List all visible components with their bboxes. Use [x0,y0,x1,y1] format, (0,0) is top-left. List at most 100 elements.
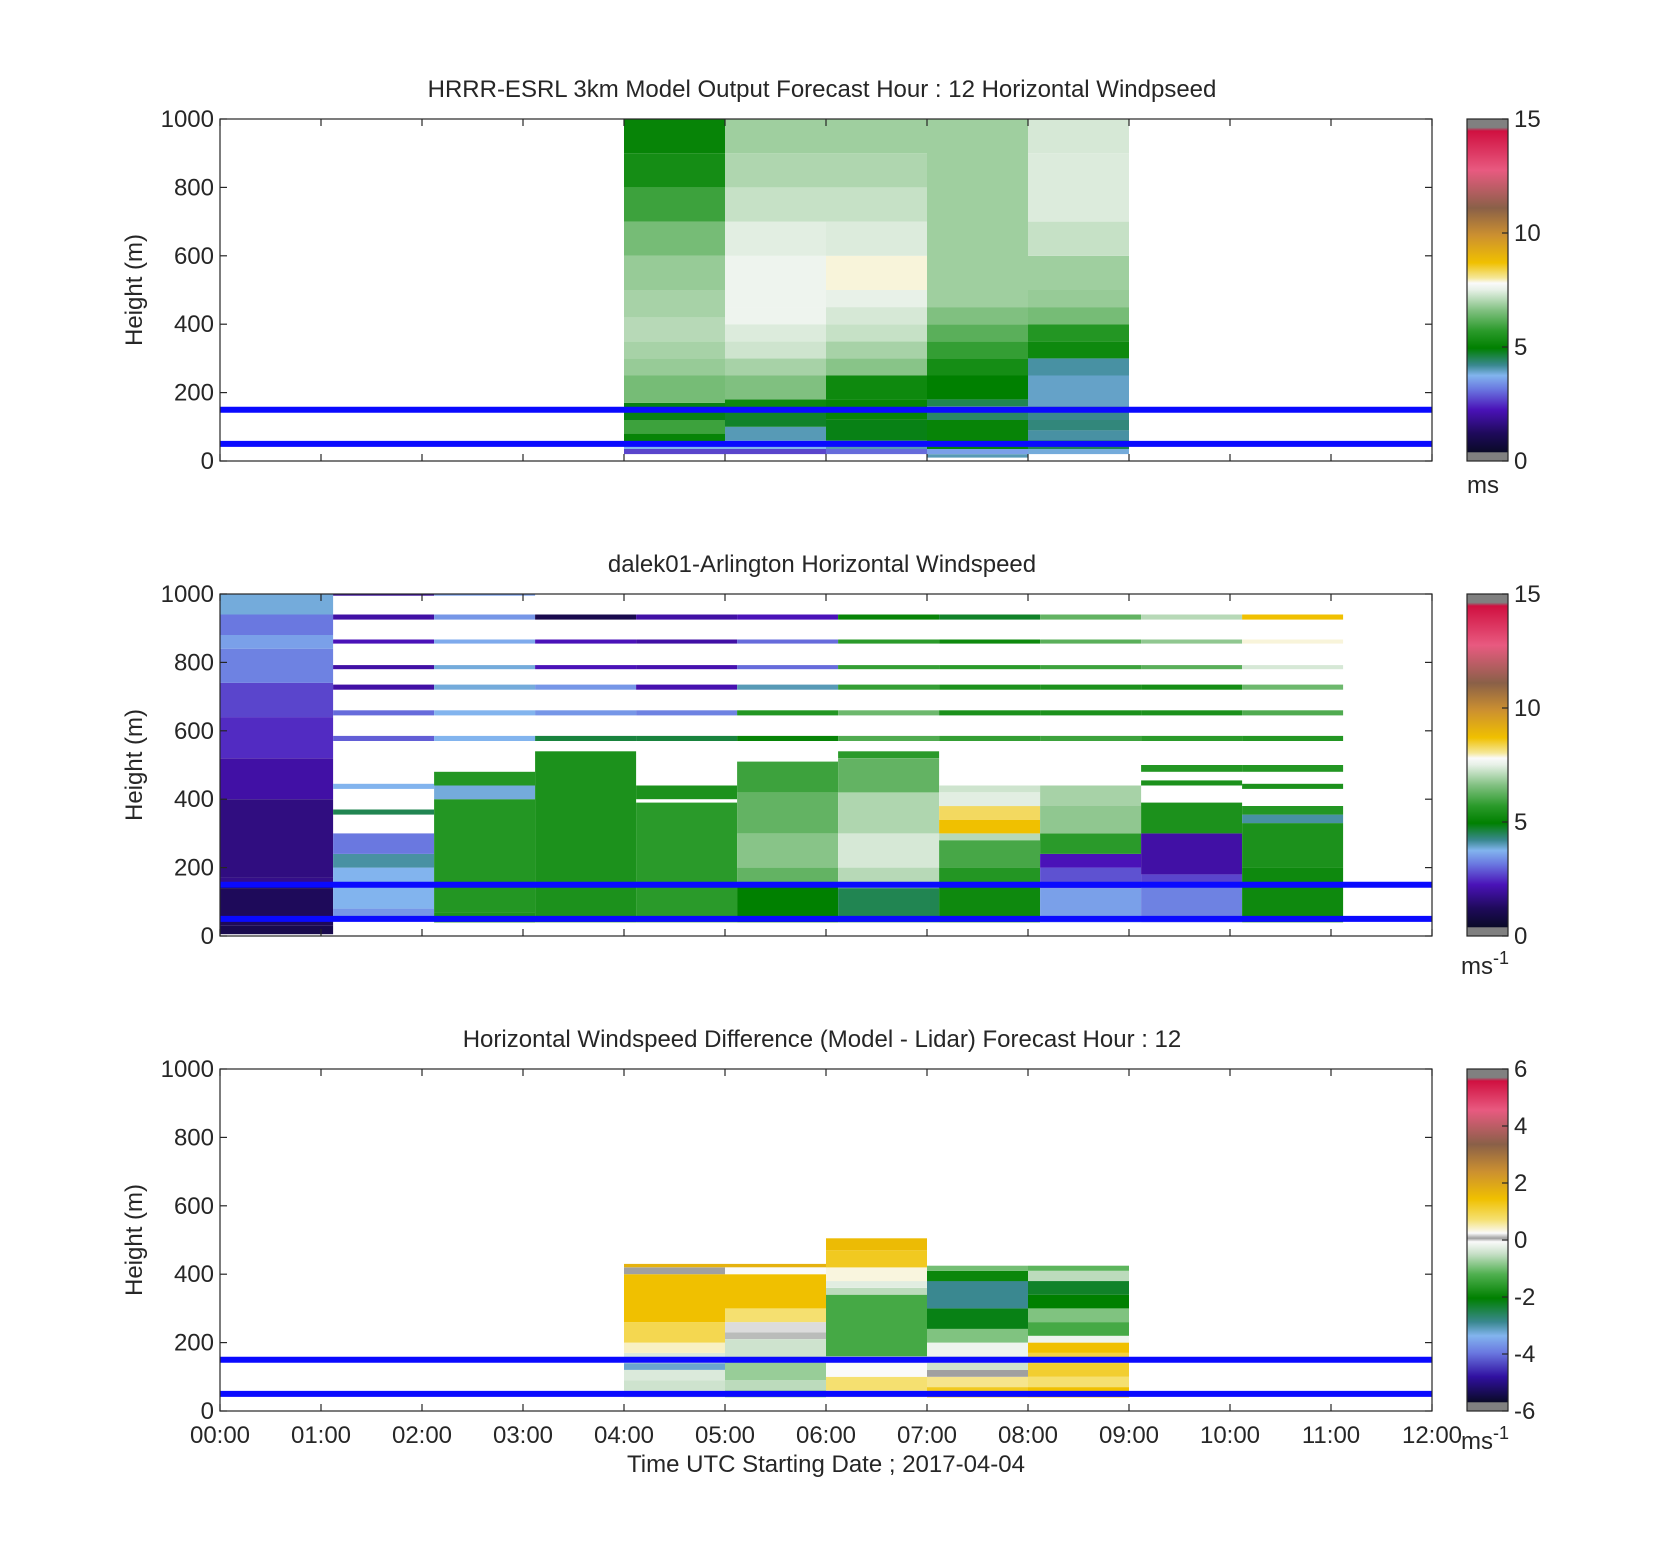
x-tick-label: 11:00 [1302,1422,1360,1449]
panel-lidar-ylabel: Height (m) [121,709,148,821]
panel-model-title: HRRR-ESRL 3km Model Output Forecast Hour… [428,76,1217,103]
heatmap-cell [220,877,334,885]
colorbar-tick-label: 0 [1514,923,1527,950]
heatmap-cell [725,449,826,455]
heatmap-cell [636,710,738,716]
heatmap-cell [826,290,927,308]
panel-model-cells [624,119,1129,458]
colorbar-unit: ms-1 [1461,1423,1509,1455]
heatmap-cell [636,802,738,923]
heatmap-cell [725,1380,826,1391]
heatmap-cell [1028,1335,1129,1343]
heatmap-cell [535,665,637,670]
heatmap-cell [624,221,725,256]
heatmap-cell [333,665,435,670]
heatmap-cell [624,187,725,222]
heatmap-cell [725,1332,826,1340]
y-tick-label: 1000 [161,1056,214,1083]
heatmap-cell [939,806,1041,820]
heatmap-cell [624,1263,725,1268]
heatmap-cell [725,153,826,188]
heatmap-cell [725,1308,826,1323]
heatmap-cell [826,1250,927,1268]
y-tick-label: 0 [201,448,214,475]
heatmap-cell [939,665,1041,670]
heatmap-cell [725,426,826,441]
heatmap-cell [624,290,725,318]
heatmap-cell [434,799,536,913]
heatmap-cell [636,665,738,670]
heatmap-cell [927,1328,1028,1343]
heatmap-cell [1028,1376,1129,1388]
colorbar-gradient [1466,1068,1509,1412]
heatmap-cell [725,1359,826,1381]
colorbar-tick-label: -2 [1514,1284,1535,1311]
colorbar-tick-label: -6 [1514,1398,1535,1425]
heatmap-cell [838,735,940,741]
heatmap-cell [927,454,1028,458]
y-tick-label: 400 [174,786,214,813]
heatmap-cell [927,1342,1028,1357]
panel-lidar-title: dalek01-Arlington Horizontal Windspeed [608,551,1036,578]
heatmap-cell [826,1363,927,1377]
heatmap-cell [725,1263,826,1268]
heatmap-cell [737,639,839,644]
heatmap-cell [927,420,1028,441]
heatmap-cell [1141,710,1243,716]
heatmap-cell [1141,765,1243,772]
heatmap-cell [725,1339,826,1360]
colorbar-unit-exponent: -1 [1493,948,1509,968]
heatmap-cell [1141,780,1243,786]
heatmap-cell [333,710,435,716]
y-tick-label: 400 [174,1261,214,1288]
panel-model-reference-lines [220,406,1432,447]
heatmap-cell [220,682,334,718]
heatmap-cell [1141,684,1243,690]
heatmap-cell [939,833,1041,841]
heatmap-cell [1141,802,1243,834]
heatmap-cell [333,908,435,919]
heatmap-cell [624,1322,725,1343]
x-tick-label: 12:00 [1402,1422,1462,1449]
heatmap-cell [1040,806,1142,834]
y-tick-label: 800 [174,649,214,676]
heatmap-cell [1028,1308,1129,1323]
heatmap-cell [1141,735,1243,741]
heatmap-cell [434,665,536,670]
heatmap-cell [737,684,839,690]
heatmap-cell [333,614,435,620]
heatmap-cell [434,710,536,716]
heatmap-cell [737,792,839,834]
heatmap-cell [1028,1281,1129,1295]
heatmap-cell [220,614,334,635]
heatmap-cell [725,1322,826,1333]
heatmap-cell [838,710,940,716]
heatmap-cell [1242,684,1344,690]
heatmap-cell [1141,639,1243,644]
heatmap-cell [838,792,940,834]
heatmap-cell [1028,153,1129,222]
colorbar-tick-label: 5 [1514,334,1527,361]
heatmap-cell [1028,449,1129,455]
heatmap-cell [939,710,1041,716]
heatmap-cell [220,799,334,878]
heatmap-cell [333,867,435,909]
colorbar-tick-label: 15 [1514,106,1541,133]
colorbar-unit-exponent: -1 [1493,1423,1509,1443]
panel-difference-cells [624,1238,1129,1398]
heatmap-cell [725,409,826,427]
y-tick-label: 0 [201,1398,214,1425]
heatmap-cell [220,758,334,800]
panel-lidar: dalek01-Arlington Horizontal Windspeed 0… [121,551,1541,980]
y-tick-label: 200 [174,1330,214,1357]
heatmap-cell [1028,430,1129,441]
heatmap-cell [333,783,435,789]
heatmap-cell [939,639,1041,644]
heatmap-cell [220,594,334,615]
heatmap-cell [725,1274,826,1309]
heatmap-cell [737,614,839,620]
heatmap-cell [826,221,927,256]
x-tick-label: 04:00 [594,1422,654,1449]
